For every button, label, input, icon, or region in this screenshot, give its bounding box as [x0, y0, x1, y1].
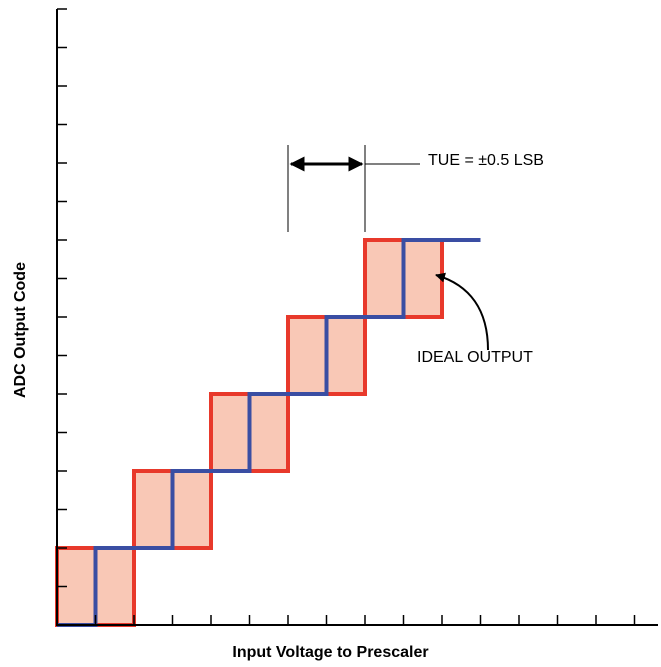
- ideal-output-label: IDEAL OUTPUT: [417, 349, 533, 366]
- x-axis-title: Input Voltage to Prescaler: [232, 644, 429, 661]
- tue-label: TUE = ±0.5 LSB: [428, 152, 544, 169]
- axes: [56, 8, 658, 626]
- ideal-output-layer: [57, 238, 481, 627]
- ideal-output-line: [57, 238, 481, 627]
- ideal-output-arrow: [435, 272, 489, 351]
- y-axis-title: ADC Output Code: [12, 262, 29, 398]
- annotation-graphics: [287, 145, 489, 351]
